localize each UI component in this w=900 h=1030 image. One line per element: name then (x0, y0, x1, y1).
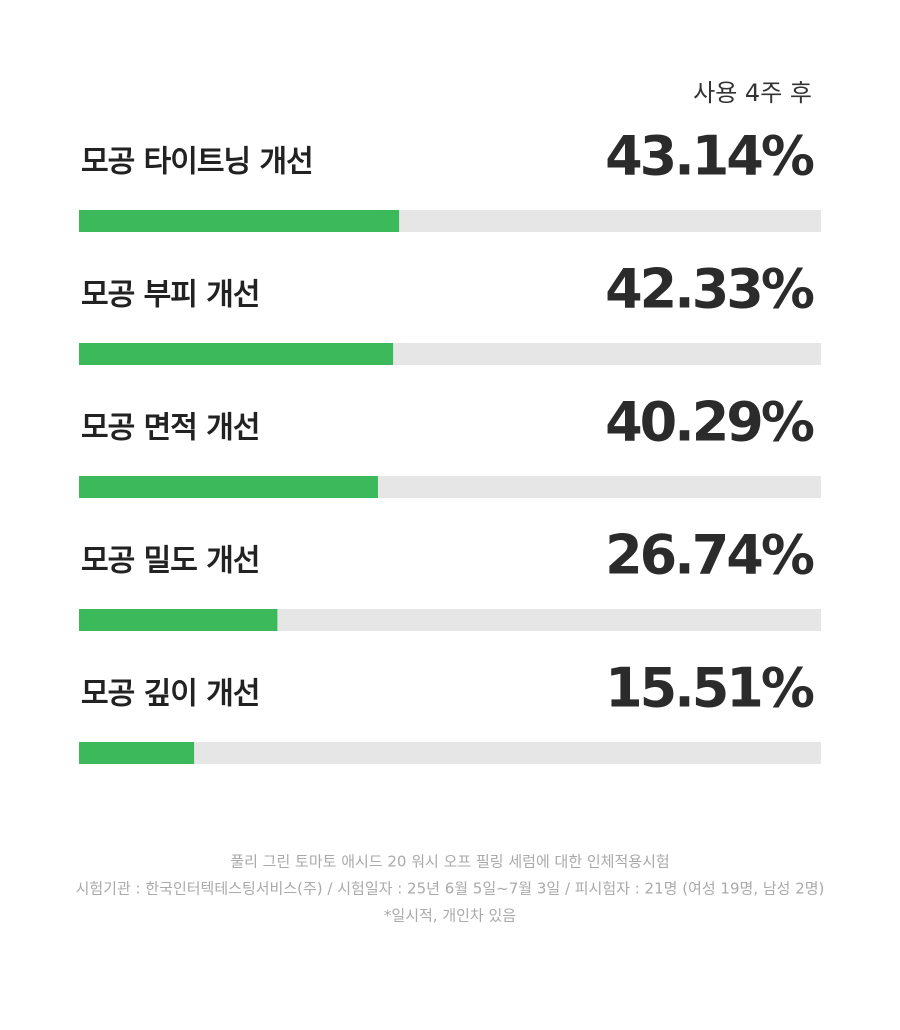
value-label: 15.51% (605, 657, 814, 720)
bar (79, 476, 378, 498)
value-label: 43.14% (605, 125, 814, 188)
bar-track (79, 742, 821, 764)
category-label: 모공 면적 개선 (81, 411, 260, 446)
bar (79, 343, 394, 365)
bar (79, 742, 195, 764)
bar (79, 210, 400, 232)
category-label: 모공 깊이 개선 (81, 677, 260, 712)
category-label: 모공 부피 개선 (81, 278, 260, 313)
value-label: 42.33% (605, 258, 814, 321)
category-label: 모공 밀도 개선 (81, 544, 260, 579)
footnote: *일시적, 개인차 있음 (384, 907, 516, 925)
value-label: 26.74% (605, 524, 814, 587)
category-label: 모공 타이트닝 개선 (81, 145, 313, 180)
footnote: 풀리 그린 토마토 애시드 20 워시 오프 필링 세럼에 대한 인체적용시험 (230, 853, 669, 871)
footnote: 시험기관 : 한국인터텍테스팅서비스(주) / 시험일자 : 25년 6월 5일… (76, 880, 825, 898)
column-header: 사용 4주 후 (693, 79, 812, 107)
bar (79, 609, 278, 631)
value-label: 40.29% (605, 391, 814, 454)
